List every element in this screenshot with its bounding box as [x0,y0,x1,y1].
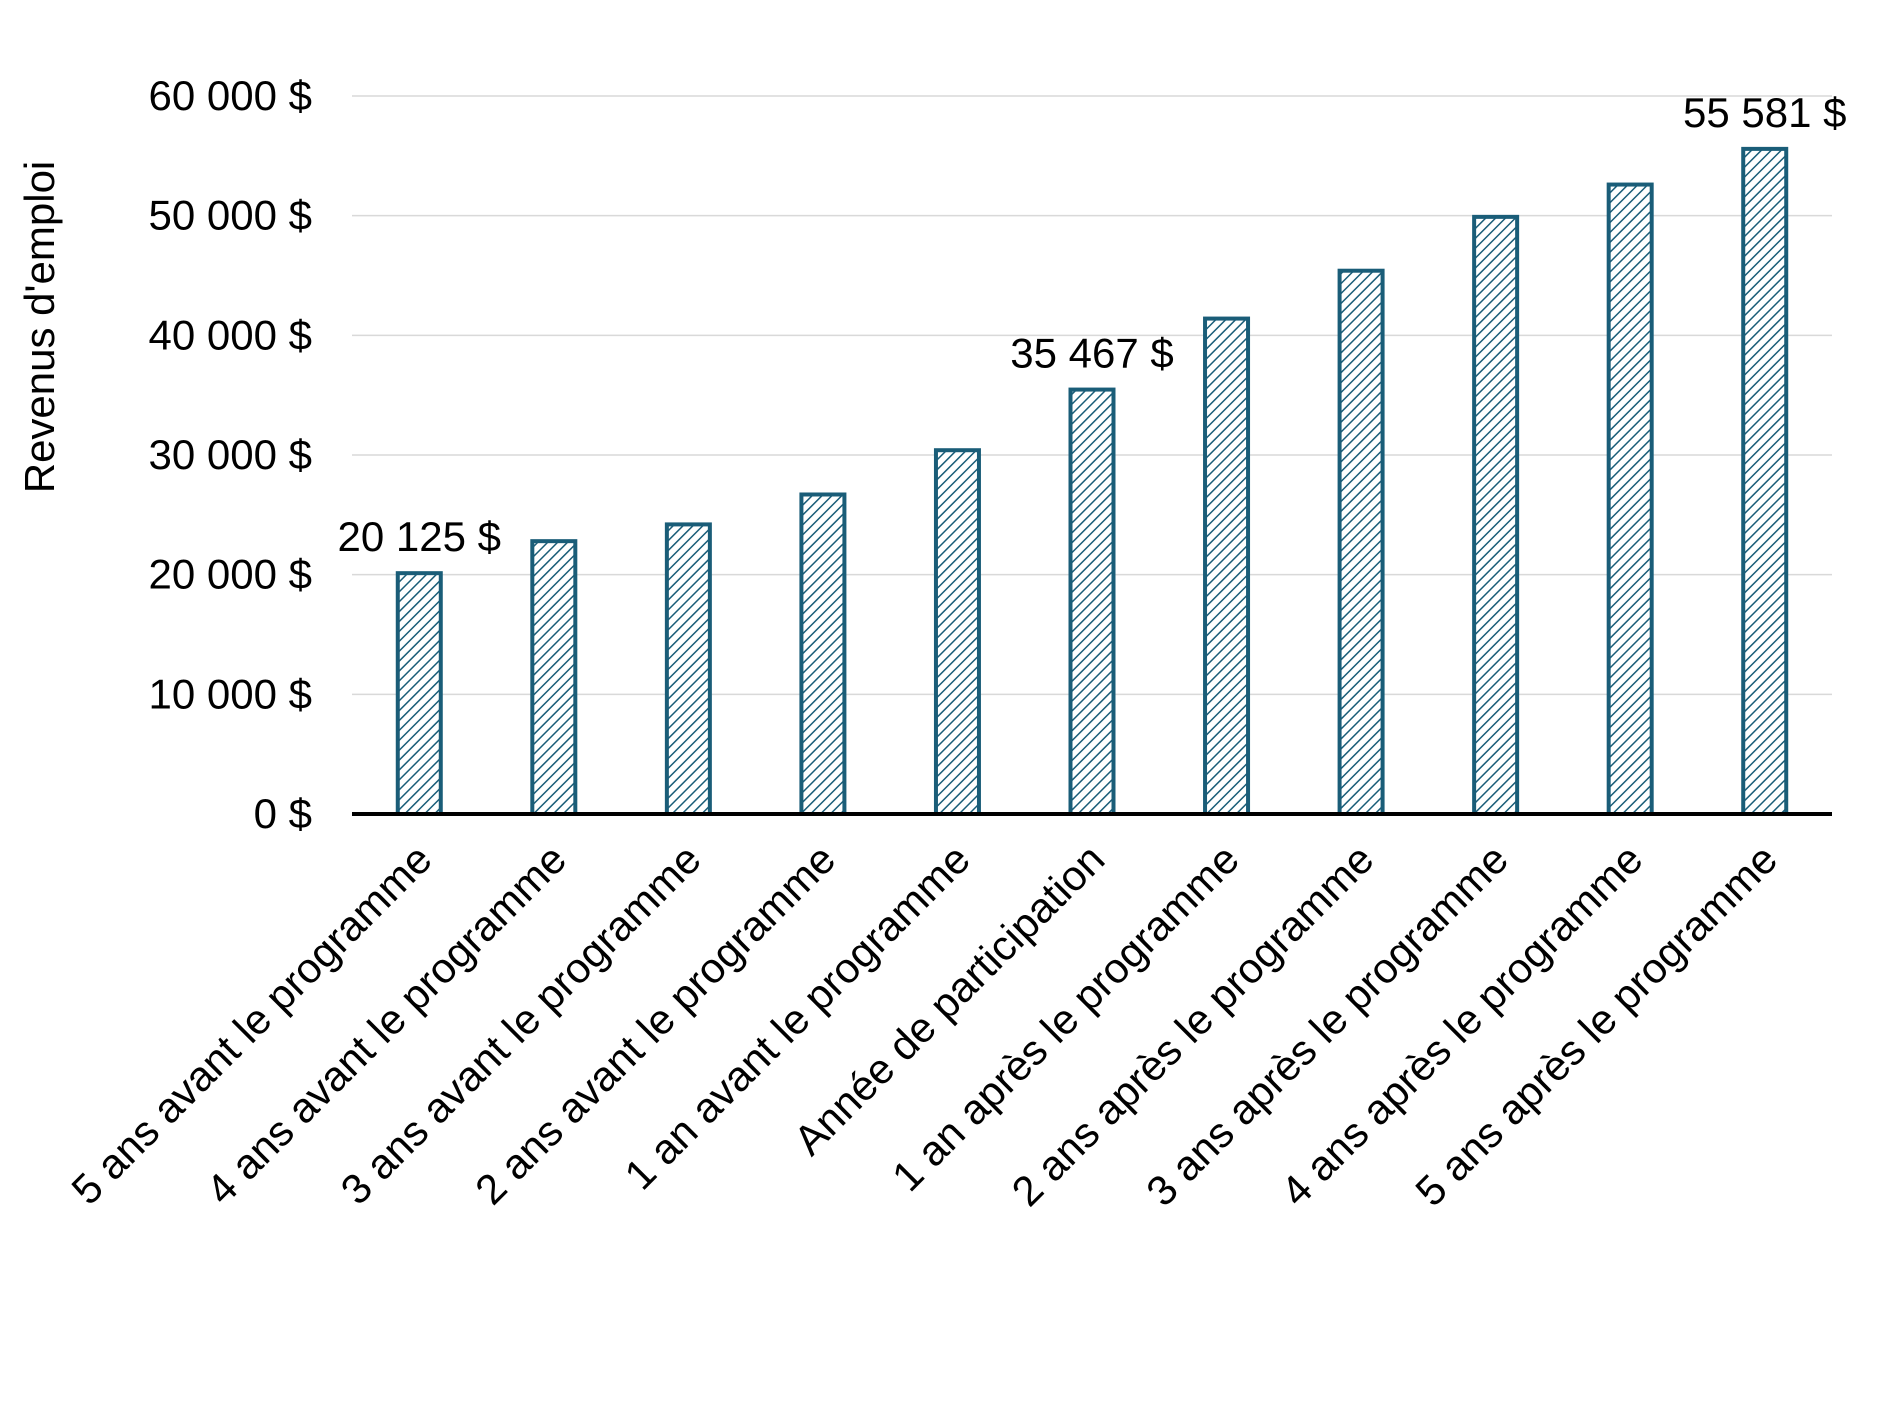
y-tick-label: 60 000 $ [149,72,313,119]
data-label: 35 467 $ [1010,330,1174,377]
bar [799,492,847,816]
bar [1337,268,1385,817]
bar [664,522,712,816]
y-tick-label: 30 000 $ [149,431,313,478]
bars [395,146,1789,817]
bar [1068,387,1116,816]
y-axis-title: Revenus d'emploi [16,161,63,494]
bar [530,539,578,816]
data-label: 55 581 $ [1683,89,1847,136]
y-tick-label: 50 000 $ [149,192,313,239]
bar [933,448,981,816]
bar [395,571,443,816]
bar [1203,316,1251,816]
y-tick-labels: 0 $ 10 000 $ 20 000 $ 30 000 $ 40 000 $ 50 00… [149,72,313,837]
y-tick-label: 40 000 $ [149,311,313,358]
bar [1741,146,1789,817]
bar [1606,182,1654,816]
bar [1472,214,1520,816]
data-labels: 20 125 $ 35 467 $ 55 581 $ [338,89,1847,560]
y-tick-label: 20 000 $ [149,551,313,598]
y-tick-label: 10 000 $ [149,670,313,717]
y-tick-label: 0 $ [254,790,312,837]
data-label: 20 125 $ [338,513,502,560]
